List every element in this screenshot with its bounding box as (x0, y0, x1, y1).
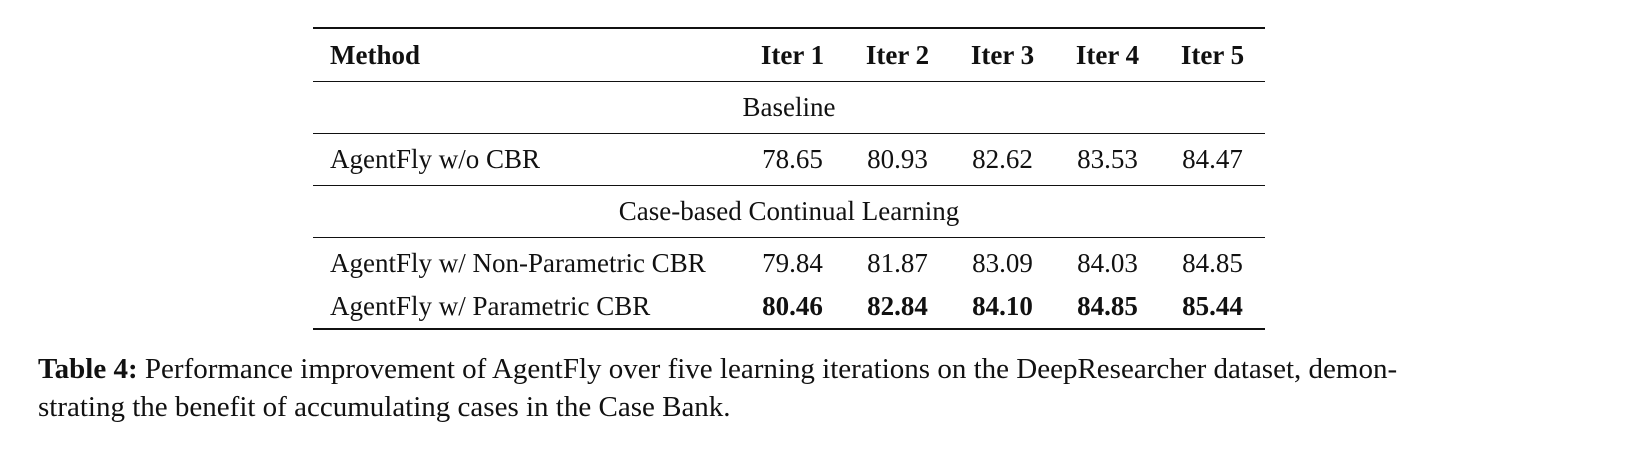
value-cell: 84.10 (972, 291, 1033, 321)
header-cell: Method (330, 39, 420, 70)
section-title: Case-based Continual Learning (313, 186, 1265, 238)
value-cell: 84.85 (1077, 291, 1138, 321)
header-row: Method Iter 1 Iter 2 Iter 3 Iter 4 Iter … (313, 27, 1265, 82)
results-table: Method Iter 1 Iter 2 Iter 3 Iter 4 Iter … (313, 27, 1265, 330)
method-cell: AgentFly w/o CBR (330, 144, 541, 174)
caption-label: Table 4: (38, 353, 138, 385)
method-cell: AgentFly w/ Non-Parametric CBR (330, 248, 706, 278)
caption-text: Performance improvement of AgentFly over… (144, 353, 1398, 385)
header-cell: Iter 5 (1180, 39, 1245, 70)
method-cell: AgentFly w/ Parametric CBR (330, 291, 651, 321)
value-cell: 84.03 (1077, 248, 1138, 278)
value-cell: 85.44 (1182, 291, 1243, 321)
value-cell: 82.84 (867, 291, 928, 321)
value-cell: 82.62 (972, 144, 1033, 174)
data-row: AgentFly w/ Parametric CBR 80.46 82.84 8… (313, 285, 1265, 330)
value-cell: 80.46 (762, 291, 823, 321)
data-row: AgentFly w/o CBR 78.65 80.93 82.62 83.53… (313, 134, 1265, 186)
value-cell: 84.47 (1182, 144, 1243, 174)
caption-line: strating the benefit of accumulating cas… (38, 388, 1618, 426)
caption: Table 4: Performance improvement of Agen… (38, 350, 1618, 426)
caption-line: Table 4: Performance improvement of Agen… (38, 350, 1618, 388)
header-cell: Iter 1 (760, 39, 825, 70)
value-cell: 81.87 (867, 248, 928, 278)
value-cell: 83.09 (972, 248, 1033, 278)
value-cell: 79.84 (762, 248, 823, 278)
value-cell: 83.53 (1077, 144, 1138, 174)
section-title: Baseline (313, 82, 1265, 134)
header-cell: Iter 4 (1075, 39, 1140, 70)
value-cell: 78.65 (762, 144, 823, 174)
data-row: AgentFly w/ Non-Parametric CBR 79.84 81.… (313, 242, 1265, 285)
caption-text: strating the benefit of accumulating cas… (38, 391, 731, 423)
header-cell: Iter 3 (970, 39, 1035, 70)
header-cell: Iter 2 (865, 39, 930, 70)
value-cell: 80.93 (867, 144, 928, 174)
value-cell: 84.85 (1182, 248, 1243, 278)
